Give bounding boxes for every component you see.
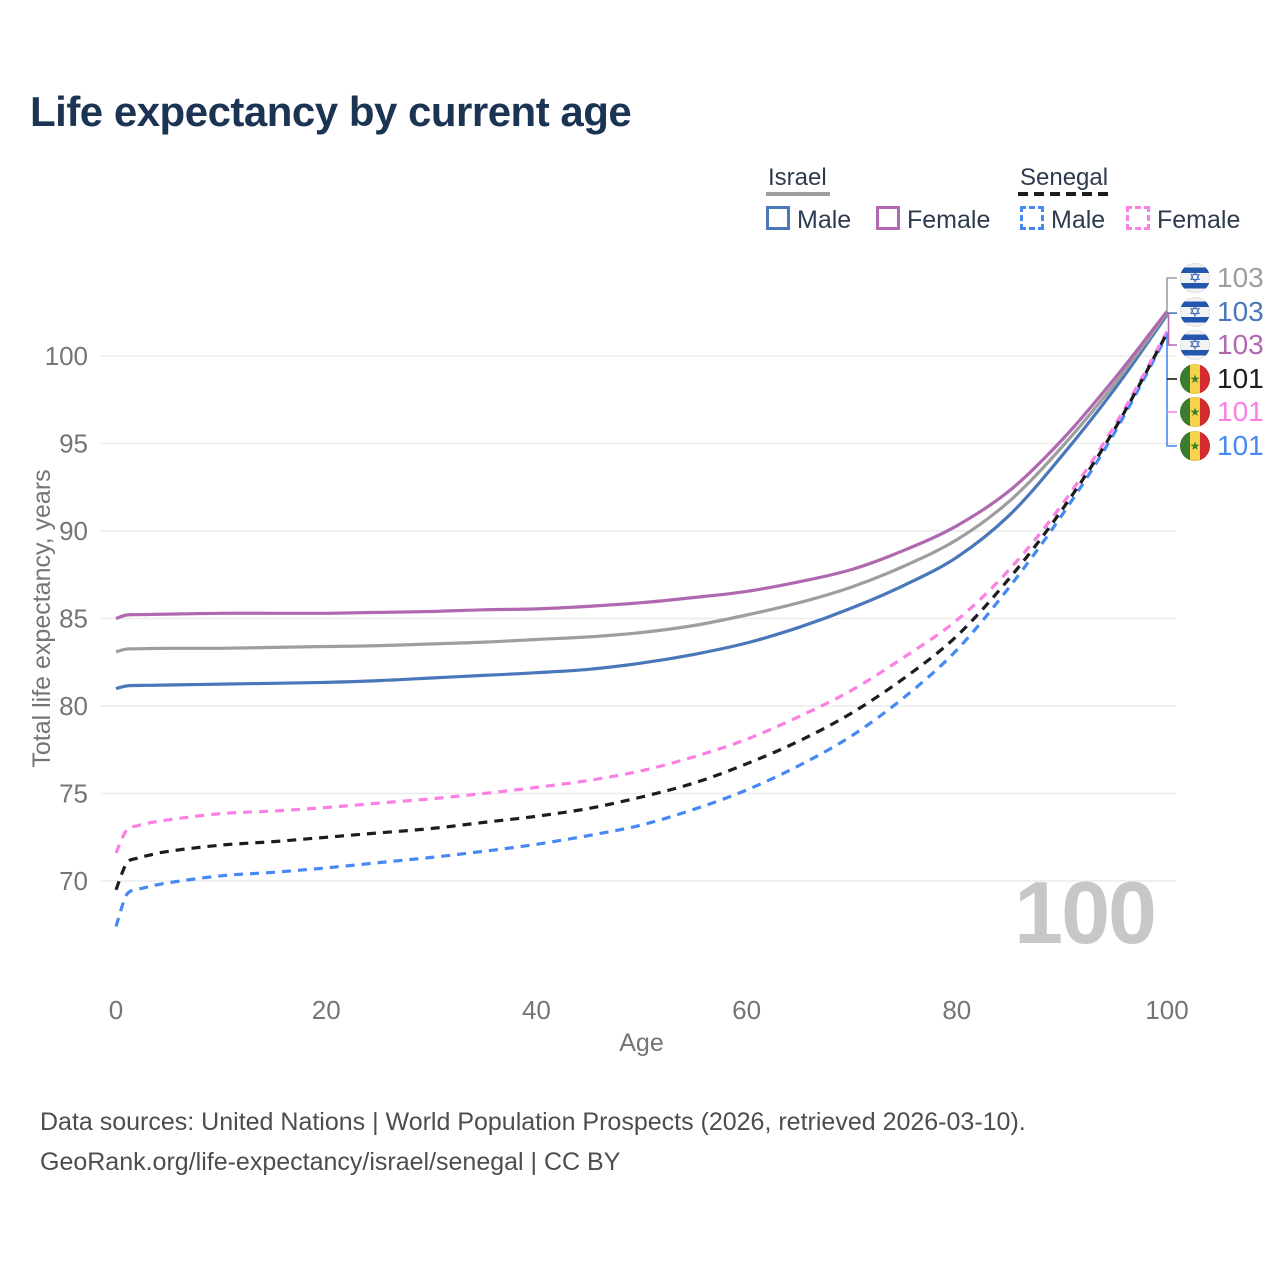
- legend-label-senegal-male[interactable]: Male: [1051, 206, 1106, 234]
- star-icon: ★: [1189, 372, 1201, 386]
- y-tick-label-75: 75: [59, 779, 88, 809]
- endpoint-value: 101: [1217, 363, 1264, 394]
- endpoint-row-senegal-3: ★ 101: [1180, 364, 1264, 394]
- endpoint-value: 103: [1217, 329, 1264, 360]
- series-line-israel-both-sexes: [115, 312, 1169, 654]
- x-tick-label-100: 100: [1145, 995, 1188, 1025]
- y-tick-label-95: 95: [59, 429, 88, 459]
- legend-label-israel-female[interactable]: Female: [907, 206, 991, 234]
- star-icon: ★: [1189, 405, 1201, 419]
- endpoint-row-senegal-5: ★ 101: [1180, 431, 1264, 461]
- legend-checkbox-israel-female[interactable]: [876, 206, 900, 230]
- endpoint-value: 103: [1217, 296, 1264, 327]
- endpoint-row-israel-0: ✡ 103: [1180, 263, 1264, 293]
- israel-flag-icon: ✡: [1180, 330, 1210, 360]
- endpoint-row-israel-2: ✡ 103: [1180, 330, 1264, 360]
- x-tick-label-20: 20: [312, 995, 341, 1025]
- senegal-flag-icon: ★: [1180, 397, 1210, 427]
- legend-label-israel-male[interactable]: Male: [797, 206, 852, 234]
- star-of-david-icon: ✡: [1188, 269, 1202, 287]
- series-line-senegal-male: [114, 334, 1169, 928]
- legend-senegal-line-sample: [1018, 192, 1108, 196]
- senegal-flag-icon: ★: [1180, 364, 1210, 394]
- senegal-flag-icon: ★: [1180, 431, 1210, 461]
- x-tick-label-60: 60: [732, 995, 761, 1025]
- legend-group-israel: Israel: [768, 164, 827, 191]
- star-of-david-icon: ✡: [1188, 303, 1202, 321]
- footer-attribution: GeoRank.org/life-expectancy/israel/seneg…: [40, 1148, 621, 1176]
- endpoint-connector-2: [1167, 313, 1177, 346]
- y-tick-label-100: 100: [45, 341, 88, 371]
- endpoint-connector-0: [1166, 277, 1177, 314]
- series-line-senegal-female: [114, 330, 1169, 854]
- legend-checkbox-senegal-male[interactable]: [1020, 206, 1044, 230]
- y-axis-title: Total life expectancy, years: [28, 469, 56, 767]
- legend: Israel Male Female Senegal Male Female: [0, 162, 1280, 242]
- series-line-israel-female: [115, 310, 1169, 621]
- israel-flag-icon: ✡: [1180, 297, 1210, 327]
- endpoint-value: 101: [1217, 430, 1264, 461]
- legend-group-senegal: Senegal: [1020, 164, 1109, 191]
- legend-israel-line-sample: [766, 192, 830, 196]
- israel-flag-icon: ✡: [1180, 263, 1210, 293]
- endpoint-value: 101: [1217, 396, 1264, 427]
- endpoint-value: 103: [1217, 262, 1264, 293]
- x-tick-label-40: 40: [522, 995, 551, 1025]
- x-tick-label-80: 80: [942, 995, 971, 1025]
- legend-checkbox-senegal-female[interactable]: [1126, 206, 1150, 230]
- star-of-david-icon: ✡: [1188, 336, 1202, 354]
- star-icon: ★: [1189, 439, 1201, 453]
- age-watermark: 100: [1014, 863, 1157, 962]
- footer-data-sources: Data sources: United Nations | World Pop…: [40, 1108, 1026, 1136]
- endpoint-row-israel-1: ✡ 103: [1180, 297, 1264, 327]
- x-tick-label-0: 0: [109, 995, 123, 1025]
- y-tick-label-85: 85: [59, 604, 88, 634]
- page-title: Life expectancy by current age: [30, 88, 632, 135]
- x-axis-title: Age: [619, 1029, 663, 1057]
- y-tick-label-80: 80: [59, 691, 88, 721]
- series-line-senegal-both-sexes: [114, 332, 1169, 891]
- endpoint-row-senegal-4: ★ 101: [1180, 397, 1264, 427]
- y-tick-label-90: 90: [59, 516, 88, 546]
- legend-checkbox-israel-male[interactable]: [766, 206, 790, 230]
- endpoint-connector-3: [1166, 333, 1177, 447]
- legend-label-senegal-female[interactable]: Female: [1157, 206, 1241, 234]
- y-tick-label-70: 70: [59, 866, 88, 896]
- series-line-israel-male: [115, 313, 1169, 691]
